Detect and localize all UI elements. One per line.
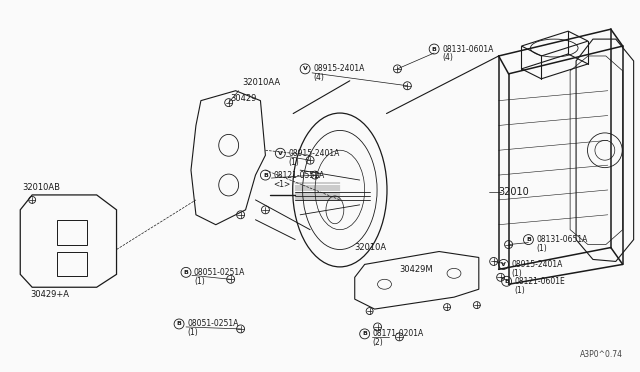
Text: 08131-0601A: 08131-0601A bbox=[442, 45, 493, 54]
Text: 32010AA: 32010AA bbox=[243, 78, 281, 87]
Text: 32010AB: 32010AB bbox=[22, 183, 60, 192]
Text: (1): (1) bbox=[515, 286, 525, 295]
Text: (1): (1) bbox=[536, 244, 547, 253]
Text: 08915-2401A: 08915-2401A bbox=[288, 149, 340, 158]
Text: 08171-0201A: 08171-0201A bbox=[372, 329, 424, 339]
Text: 08915-2401A: 08915-2401A bbox=[313, 64, 364, 73]
Text: (4): (4) bbox=[442, 54, 453, 62]
Text: B: B bbox=[504, 279, 509, 284]
Text: 08121-0601E: 08121-0601E bbox=[515, 277, 565, 286]
Text: A3P0^0.74: A3P0^0.74 bbox=[580, 350, 623, 359]
Text: 08915-2401A: 08915-2401A bbox=[511, 260, 563, 269]
Text: 08121-0551A: 08121-0551A bbox=[273, 171, 324, 180]
Text: V: V bbox=[501, 262, 506, 267]
Text: 30429M: 30429M bbox=[399, 265, 433, 274]
Text: B: B bbox=[263, 173, 268, 177]
Text: B: B bbox=[184, 270, 188, 275]
Text: 32010A: 32010A bbox=[355, 243, 387, 252]
Text: (1): (1) bbox=[194, 277, 205, 286]
Text: (2): (2) bbox=[372, 338, 383, 347]
Text: 08051-0251A: 08051-0251A bbox=[194, 268, 245, 277]
Text: 30429+A: 30429+A bbox=[30, 290, 69, 299]
Text: 08131-0651A: 08131-0651A bbox=[536, 235, 588, 244]
Text: 32010: 32010 bbox=[499, 187, 529, 197]
Text: V: V bbox=[303, 66, 308, 71]
Text: V: V bbox=[278, 151, 283, 156]
Text: 30429: 30429 bbox=[230, 94, 257, 103]
Text: B: B bbox=[526, 237, 531, 242]
Text: (1): (1) bbox=[511, 269, 522, 278]
Text: (4): (4) bbox=[313, 73, 324, 82]
Text: (1): (1) bbox=[187, 328, 198, 337]
Text: B: B bbox=[177, 321, 182, 327]
Text: <1>: <1> bbox=[273, 180, 291, 189]
Text: B: B bbox=[432, 46, 436, 52]
Text: (1): (1) bbox=[288, 158, 299, 167]
Text: 08051-0251A: 08051-0251A bbox=[187, 320, 238, 328]
Text: B: B bbox=[362, 331, 367, 336]
